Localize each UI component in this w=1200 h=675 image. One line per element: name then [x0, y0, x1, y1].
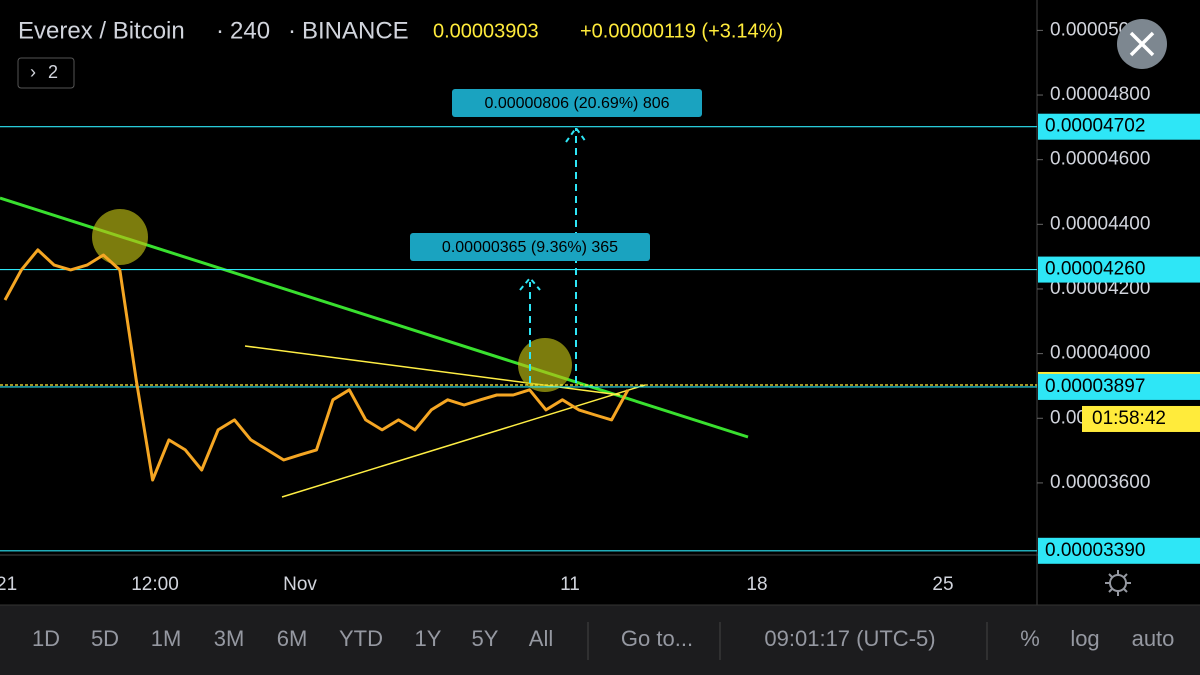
range-button[interactable]: 1D [32, 626, 60, 651]
countdown-bg [1082, 405, 1200, 432]
range-button[interactable]: 1M [151, 626, 182, 651]
range-button[interactable]: YTD [339, 626, 383, 651]
price-tag [1038, 373, 1200, 400]
range-button[interactable]: All [529, 626, 553, 651]
x-tick-label: 25 [932, 574, 953, 595]
highlight-circle [518, 338, 572, 392]
y-tick-label: 0.00004000 [1050, 343, 1150, 364]
goto-button[interactable]: Go to... [621, 626, 693, 651]
price-tag [1038, 256, 1200, 283]
countdown: 01:58:42 [1092, 408, 1166, 429]
price-tag-label: 0.00004260 [1045, 259, 1145, 280]
separator: · [288, 17, 296, 44]
price-tag-label: 0.00004702 [1045, 116, 1145, 137]
annotation-box [410, 233, 650, 261]
x-tick-label: Nov [283, 574, 317, 595]
price-line [3, 248, 630, 482]
triangle-lower [281, 384, 646, 498]
price-tag-label: 0.00003390 [1045, 540, 1145, 561]
indicators-count[interactable]: 2 [48, 62, 58, 82]
annotation: 0.00000365 (9.36%) 365 [442, 239, 618, 256]
price-change: +0.00000119 (+3.14%) [580, 20, 783, 42]
last-price: 0.00003903 [433, 20, 539, 42]
scale-option[interactable]: log [1070, 626, 1099, 651]
x-tick-label: 12:00 [131, 574, 179, 595]
arrow-head [565, 126, 587, 143]
y-tick-label: 0.00003600 [1050, 472, 1150, 493]
y-tick-label: 0.00004800 [1050, 84, 1150, 105]
annotation-box [452, 89, 702, 117]
price-tags: 0.000047020.000042600.0000390301:58:420.… [0, 113, 1200, 564]
close-icon [1129, 31, 1155, 57]
price-tag-label: 0.00003897 [1045, 376, 1145, 397]
x-tick-label: 18 [746, 574, 767, 595]
scale-option[interactable]: auto [1132, 626, 1175, 651]
price-tag [1038, 113, 1200, 140]
x-tick-label: 21 [0, 574, 17, 595]
exchange: BINANCE [302, 17, 409, 44]
clock[interactable]: 09:01:17 (UTC-5) [764, 626, 935, 651]
chevron: › [30, 62, 36, 82]
annotation: 0.00000806 (20.69%) 806 [484, 95, 669, 112]
range-button[interactable]: 5Y [472, 626, 499, 651]
scale-option[interactable]: % [1020, 626, 1040, 651]
range-button[interactable]: 5D [91, 626, 119, 651]
range-button[interactable]: 1Y [415, 626, 442, 651]
settings-icon-rays [1105, 570, 1131, 596]
interval: 240 [230, 17, 270, 44]
y-tick-label: 0.00004600 [1050, 149, 1150, 170]
y-tick-label: 0.00004200 [1050, 278, 1150, 299]
price-tag [1038, 537, 1200, 564]
range-button[interactable]: 3M [214, 626, 245, 651]
x-tick-label: 11 [560, 574, 580, 595]
range-button[interactable]: 6M [277, 626, 308, 651]
toolbar-bg [0, 605, 1200, 675]
separator: · [216, 17, 224, 44]
y-tick-label: 0.00004400 [1050, 213, 1150, 234]
indicators-button[interactable] [17, 57, 75, 89]
highlight-circle [92, 209, 148, 265]
symbol: Everex / Bitcoin [18, 17, 185, 44]
